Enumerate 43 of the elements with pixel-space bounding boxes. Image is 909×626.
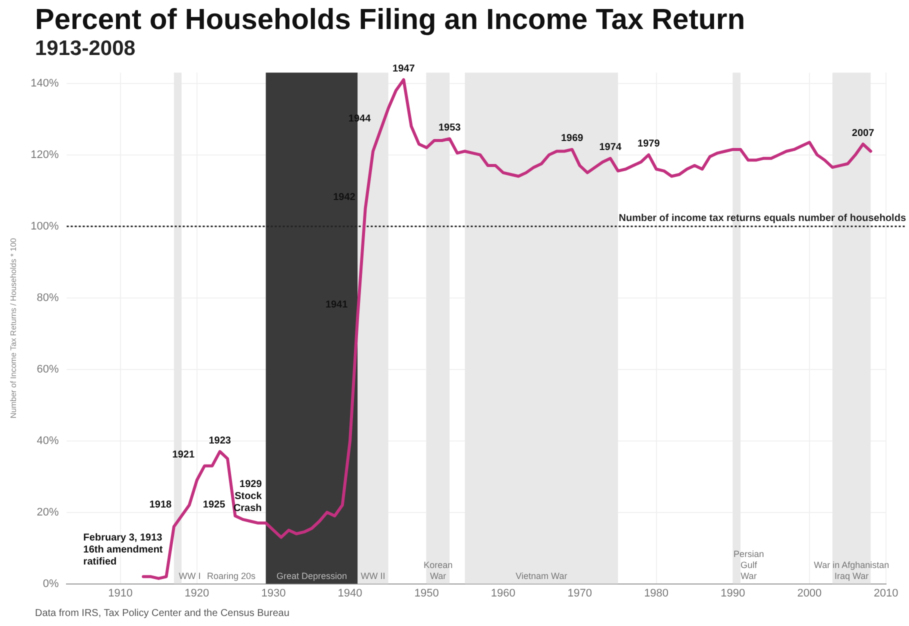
annotation: 1979	[638, 138, 660, 150]
annotation: February 3, 1913 16th amendment ratified	[83, 532, 164, 568]
chart-title: Percent of Households Filing an Income Tax Return	[35, 4, 746, 37]
band-label: Korean War	[424, 560, 453, 581]
annotation: Roaring 20s	[207, 571, 256, 581]
annotation: 1921	[172, 450, 195, 461]
annotation: 1947	[392, 64, 416, 74]
y-tick-label: 0%	[42, 578, 59, 590]
band-label: WW I	[178, 570, 201, 581]
x-tick-label: 2000	[797, 587, 822, 600]
y-tick-label: 140%	[30, 77, 59, 90]
x-tick-label: 1970	[567, 587, 592, 600]
annotation: 1953	[438, 122, 462, 134]
band-label: War in Afghanistan Iraq War	[814, 560, 890, 581]
text: Data from IRS, Tax Policy Center and the Census Bureau	[35, 608, 290, 619]
x-tick-label: 1930	[261, 587, 286, 600]
annotation: 1923	[208, 435, 232, 446]
y-tick-label: 100%	[30, 220, 59, 232]
annotation: 1918	[149, 500, 172, 511]
annotation: 1974	[599, 142, 622, 154]
x-tick-label: 1960	[490, 587, 516, 600]
y-tick-label: 20%	[36, 506, 59, 518]
y-tick-label: 60%	[36, 363, 59, 376]
x-tick-label: 1990	[720, 587, 746, 600]
y-tick-label: 120%	[30, 148, 59, 161]
x-tick-label: 1980	[644, 587, 669, 600]
band-label: Vietnam War	[516, 570, 568, 581]
x-tick-label: 2010	[874, 587, 898, 600]
annotation: 1925	[202, 500, 226, 511]
y-tick-label: 80%	[36, 292, 59, 304]
x-tick-label: 1940	[338, 587, 362, 600]
x-tick-label: 1920	[184, 587, 210, 600]
chart-subtitle: 1913-2008	[35, 37, 136, 61]
y-axis-title: Number of Income Tax Returns / Households * 100	[9, 237, 18, 418]
band-label: Great Depression	[276, 570, 348, 581]
x-tick-label: 1910	[108, 587, 133, 600]
x-tick-label: 1950	[414, 587, 439, 600]
band-label: WW II	[360, 570, 386, 581]
ref-line-label: Number of income tax returns equals number of households	[618, 213, 906, 224]
annotation: 1969	[560, 133, 584, 144]
band-label: Persian Gulf War	[733, 548, 764, 581]
y-tick-label: 40%	[36, 434, 59, 447]
annotation: 2007	[852, 128, 875, 139]
